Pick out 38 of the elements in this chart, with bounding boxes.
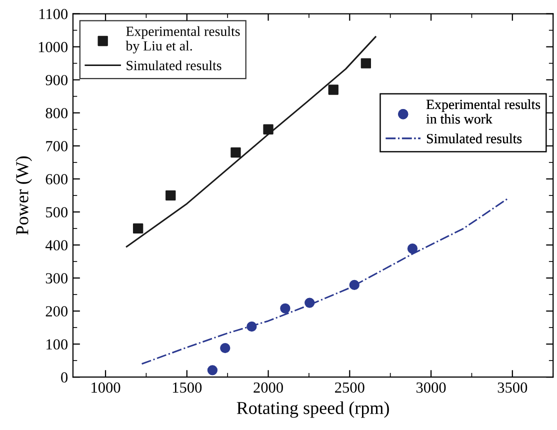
y-tick-label: 1000 <box>38 42 68 52</box>
point <box>230 147 241 158</box>
point <box>263 124 274 134</box>
legend-label: Simulated results <box>126 60 222 70</box>
x-tick-label: 1500 <box>172 382 202 393</box>
legend-label: Simulated results <box>426 134 522 144</box>
y-tick-label: 900 <box>46 74 68 86</box>
point <box>407 244 418 254</box>
x-tick-label: 2500 <box>335 382 364 393</box>
y-tick-label: 0 <box>61 372 68 383</box>
legend-label: Experimental results in this work <box>426 99 540 124</box>
x-tick-label: 1000 <box>92 382 120 393</box>
x-tick-label: 3500 <box>498 382 528 393</box>
y-tick-label: 600 <box>46 174 68 184</box>
point <box>132 223 144 234</box>
y-axis-title: Power (W) <box>16 156 32 235</box>
y-tick-label: 400 <box>45 240 68 250</box>
point <box>207 365 218 376</box>
x-tick-label: 2000 <box>254 382 283 393</box>
y-tick-label: 200 <box>46 306 68 316</box>
point <box>328 84 338 95</box>
y-tick-label: 300 <box>46 273 68 284</box>
point <box>246 321 257 332</box>
point <box>360 58 372 68</box>
point <box>166 190 176 201</box>
x-tick-label: 3000 <box>416 382 446 393</box>
y-tick-label: 100 <box>46 339 68 350</box>
x-axis-title: Rotating speed (rpm) <box>236 401 389 418</box>
y-tick-label: 500 <box>46 207 68 218</box>
point <box>280 303 290 314</box>
point <box>304 298 315 308</box>
y-tick-label: 800 <box>46 108 68 118</box>
line-series <box>141 198 508 365</box>
point <box>349 280 360 290</box>
point <box>220 342 230 354</box>
y-tick-label: 700 <box>46 141 68 152</box>
legend-label: Experimental results by Liu et al. <box>126 26 240 54</box>
y-tick-label: 1100 <box>39 8 68 20</box>
